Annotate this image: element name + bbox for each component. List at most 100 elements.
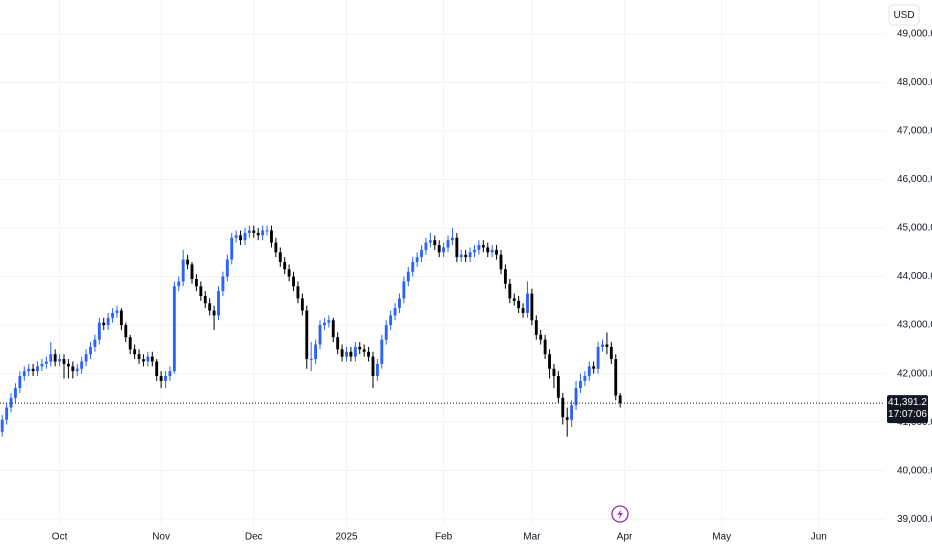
candle-body <box>574 388 578 406</box>
candle-body <box>111 312 114 318</box>
candle-body <box>424 242 428 250</box>
candle-body <box>464 254 468 258</box>
currency-button[interactable] <box>888 4 920 26</box>
candle-body <box>579 380 582 389</box>
candle-body <box>243 232 247 241</box>
candle-body <box>477 245 481 250</box>
candle-body <box>287 269 291 277</box>
candle-body <box>128 337 132 350</box>
candle-body <box>150 356 154 362</box>
candle-body <box>592 366 596 369</box>
candle-body <box>22 371 26 377</box>
x-tick-label: May <box>712 532 731 543</box>
candle-body <box>225 259 229 277</box>
candle-body <box>0 419 4 432</box>
candle-body <box>292 276 295 287</box>
candle-body <box>503 269 507 284</box>
candle-body <box>212 310 216 316</box>
candle-body <box>247 230 251 233</box>
candle-body <box>115 310 119 313</box>
x-tick-label: Apr <box>617 532 633 543</box>
y-tick-label: 39,000.0 <box>897 514 932 525</box>
candle-body <box>49 354 53 362</box>
x-tick-label: Dec <box>245 532 263 543</box>
candle-body <box>450 237 454 241</box>
candle-body <box>146 356 150 362</box>
candle-body <box>9 397 13 408</box>
candle-body <box>80 361 84 369</box>
candle-body <box>314 344 318 360</box>
candle-body <box>556 376 560 398</box>
candle-body <box>561 397 565 418</box>
candle-body <box>389 315 393 326</box>
candle-body <box>194 278 198 287</box>
candle-body <box>543 339 547 355</box>
candle-body <box>199 286 203 296</box>
candle-body <box>548 354 551 369</box>
y-tick-label: 43,000.0 <box>897 320 932 331</box>
candle-body <box>534 320 538 335</box>
candle-body <box>133 349 137 355</box>
candle-body <box>256 232 260 236</box>
y-tick-label: 45,000.0 <box>897 223 932 234</box>
candle-body <box>411 262 415 272</box>
event-icon[interactable] <box>617 508 623 520</box>
candle-body <box>420 249 423 258</box>
candle-body <box>181 259 185 282</box>
candle-body <box>384 325 388 340</box>
candle-body <box>340 349 344 357</box>
candle-body <box>596 346 600 369</box>
candle-body <box>565 417 569 420</box>
candle-body <box>155 361 159 377</box>
candle-body <box>583 376 587 381</box>
candle-body <box>526 293 529 313</box>
candle-body <box>331 320 335 338</box>
candle-body <box>270 230 273 243</box>
candle-body <box>495 249 499 255</box>
candle-body <box>53 354 57 362</box>
candle-body <box>499 254 503 270</box>
candle-body <box>490 249 494 253</box>
candle-body <box>239 235 242 241</box>
currency[interactable]: USD <box>893 10 914 21</box>
candle-body <box>278 252 282 263</box>
candle-body <box>349 351 353 357</box>
candle-body <box>84 354 88 362</box>
candle-body <box>31 368 35 372</box>
candle-body <box>89 346 92 355</box>
y-tick-label: 40,000.0 <box>897 465 932 476</box>
candle-body <box>208 303 212 311</box>
candle-body <box>97 322 101 340</box>
candle-body <box>252 230 256 233</box>
x-tick-label: 2025 <box>335 532 358 543</box>
candle-body <box>380 339 384 364</box>
candle-body <box>40 363 44 367</box>
candle-body <box>305 310 309 360</box>
candle-body <box>102 322 106 326</box>
y-tick-label: 42,000.0 <box>897 368 932 379</box>
candle-body <box>393 308 397 316</box>
event-marker[interactable] <box>611 505 629 523</box>
candle-body <box>428 240 432 243</box>
candle-body <box>234 235 238 238</box>
candle-body <box>362 349 366 352</box>
candle-body <box>486 247 490 253</box>
candle-body <box>265 230 269 232</box>
candle-body <box>468 252 472 258</box>
candle-body <box>27 368 31 372</box>
candle-body <box>58 359 62 362</box>
candle-body <box>164 376 167 381</box>
candle-body <box>44 361 48 364</box>
candle-body <box>75 368 79 372</box>
candle-body <box>398 298 401 309</box>
candle-body <box>283 262 287 270</box>
candle-body <box>36 366 39 372</box>
y-tick-label: 46,000.0 <box>897 174 932 185</box>
y-tick-label: 44,000.0 <box>897 271 932 282</box>
candle-body <box>618 395 622 404</box>
candle-body <box>375 363 379 377</box>
